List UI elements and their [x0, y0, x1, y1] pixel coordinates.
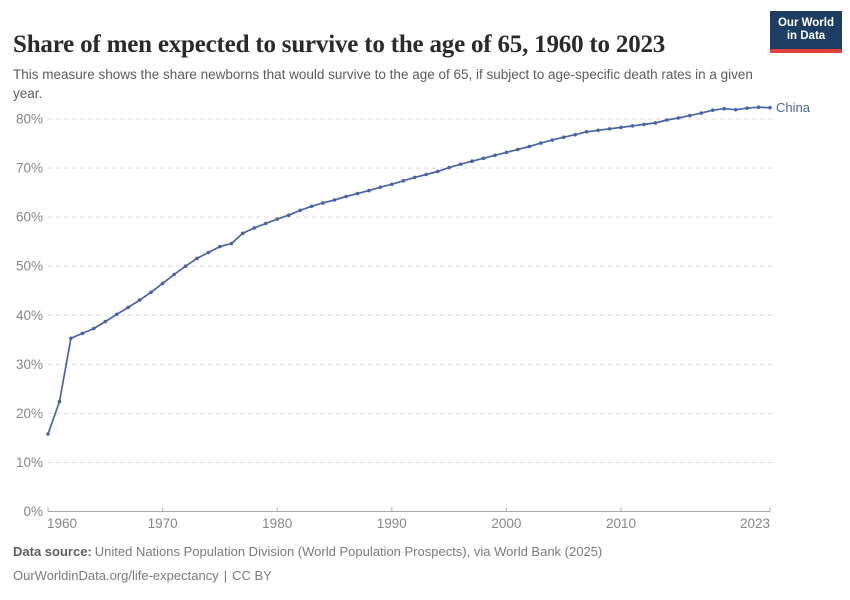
data-point[interactable] [653, 121, 658, 125]
data-source-line: Data source: United Nations Population Di… [13, 544, 602, 560]
y-tick-label: 20% [16, 406, 43, 421]
data-point[interactable] [355, 191, 360, 196]
data-point[interactable] [699, 111, 703, 115]
data-point[interactable] [401, 179, 406, 183]
data-point[interactable] [493, 153, 497, 158]
data-point[interactable] [263, 221, 268, 226]
chart-footer: Data source: United Nations Population Di… [13, 544, 602, 592]
x-tick-label: 1990 [377, 516, 407, 531]
data-point[interactable] [733, 107, 738, 112]
data-point[interactable] [527, 144, 532, 149]
line-series-china[interactable] [47, 106, 771, 435]
y-tick-label: 70% [16, 161, 43, 176]
data-point[interactable] [275, 217, 280, 221]
data-point[interactable] [229, 241, 234, 246]
data-point[interactable] [344, 194, 348, 199]
data-point[interactable] [630, 124, 635, 128]
data-source-label: Data source: [13, 544, 92, 559]
x-tick-label: 2000 [491, 516, 521, 531]
chart-canvas[interactable]: 0% 10% 20% 30% 40% 50% 60% 70% 80% 1960 1970 1980 19… [0, 0, 850, 540]
data-point[interactable] [183, 264, 188, 269]
data-point[interactable] [241, 231, 245, 236]
data-point[interactable] [103, 319, 108, 324]
data-point[interactable] [149, 290, 153, 295]
data-point[interactable] [458, 162, 463, 166]
data-point[interactable] [745, 106, 749, 110]
data-point[interactable] [309, 204, 314, 209]
data-source-text: United Nations Population Division (Worl… [94, 544, 603, 559]
data-point[interactable] [332, 198, 337, 202]
owid-logo: Our World in Data [770, 11, 842, 53]
data-point[interactable] [69, 336, 73, 341]
data-point[interactable] [412, 175, 417, 180]
y-tick-label: 40% [16, 308, 43, 323]
data-point[interactable] [378, 185, 383, 189]
owid-logo-line1: Our World [777, 16, 834, 29]
data-point[interactable] [573, 132, 577, 137]
data-point[interactable] [481, 156, 486, 161]
data-point[interactable] [218, 244, 222, 249]
data-point[interactable] [619, 125, 623, 130]
data-point[interactable] [561, 135, 566, 139]
data-point[interactable] [252, 226, 257, 230]
owid-logo-line2: in Data [786, 30, 826, 42]
data-point[interactable] [539, 141, 543, 145]
data-point[interactable] [435, 169, 440, 174]
x-tick-label: 1960 [47, 516, 77, 531]
data-point[interactable] [596, 128, 600, 133]
data-point[interactable] [321, 201, 325, 205]
data-point[interactable] [447, 165, 451, 170]
data-point[interactable] [756, 105, 761, 109]
chart-title: Share of men expected to survive to the … [13, 30, 666, 58]
y-tick-label: 10% [16, 455, 43, 470]
y-tick-label: 60% [16, 210, 43, 225]
y-tick-label: 0% [23, 504, 43, 519]
y-tick-label: 30% [16, 357, 43, 372]
data-point[interactable] [367, 188, 371, 193]
x-tick-label: 1970 [148, 516, 178, 531]
data-point[interactable] [298, 208, 302, 213]
data-point[interactable] [504, 150, 509, 155]
y-tick-label: 50% [16, 259, 43, 274]
chart-subtitle: This measure shows the share newborns th… [13, 66, 753, 101]
footer-license: CC BY [232, 568, 272, 583]
data-point[interactable] [206, 250, 211, 255]
data-point[interactable] [768, 105, 772, 110]
data-point[interactable] [688, 113, 692, 118]
data-point[interactable] [607, 127, 612, 131]
data-point[interactable] [46, 432, 50, 436]
x-tick-label: 2023 [740, 516, 770, 531]
data-point[interactable] [115, 312, 119, 317]
data-point[interactable] [424, 172, 429, 177]
data-point[interactable] [126, 305, 130, 310]
data-point[interactable] [57, 399, 62, 404]
data-point[interactable] [470, 159, 474, 163]
data-point[interactable] [665, 118, 669, 122]
y-tick-label: 80% [16, 112, 43, 127]
data-point[interactable] [550, 138, 555, 142]
footer-separator: | [223, 568, 228, 583]
data-point[interactable] [676, 116, 681, 120]
data-point[interactable] [160, 281, 165, 286]
x-tick-label: 1980 [262, 516, 292, 531]
data-point[interactable] [172, 272, 176, 277]
data-point[interactable] [710, 108, 715, 112]
footer-url-line: OurWorldinData.org/life-expectancy | CC BY [13, 568, 602, 584]
series-label-china[interactable]: China [776, 100, 811, 115]
data-point[interactable] [722, 106, 726, 111]
footer-url-link[interactable]: OurWorldinData.org/life-expectancy [13, 568, 219, 583]
data-point[interactable] [642, 122, 646, 127]
data-point[interactable] [584, 130, 589, 134]
data-point[interactable] [80, 331, 85, 336]
data-point[interactable] [390, 182, 394, 187]
data-point[interactable] [516, 147, 520, 152]
data-point[interactable] [286, 213, 291, 217]
x-tick-label: 2010 [606, 516, 636, 531]
data-point[interactable] [92, 326, 96, 331]
data-point[interactable] [137, 298, 142, 302]
data-point[interactable] [195, 256, 199, 261]
